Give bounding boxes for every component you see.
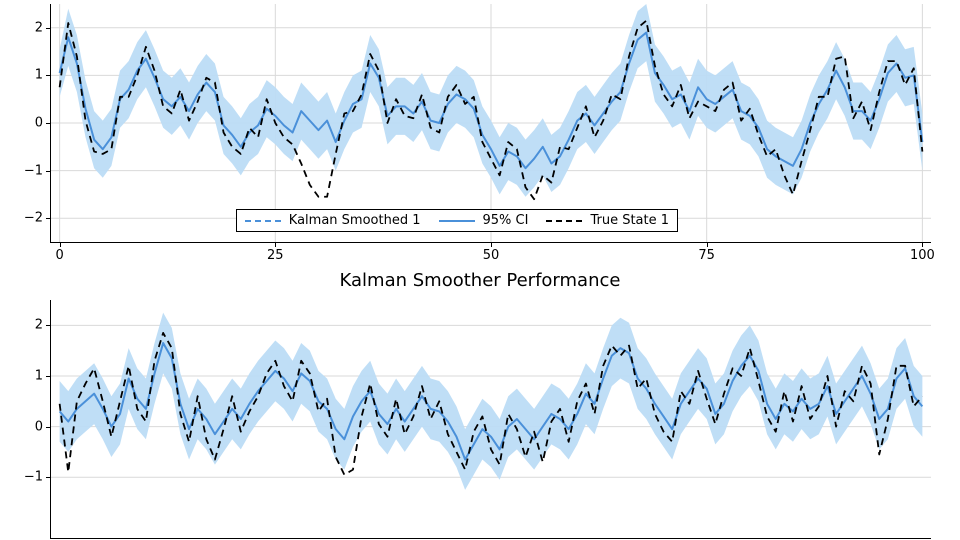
ci-band — [60, 313, 923, 490]
ytick-label: 1 — [35, 368, 43, 383]
legend-label: Kalman Smoothed 1 — [289, 213, 421, 228]
legend-item-true: True State 1 — [546, 213, 669, 228]
ytick-label: 0 — [35, 419, 43, 434]
xtick-label: 50 — [483, 248, 500, 263]
chart-panel-1: Kalman Smoothed 1 95% CI True State 1 −2… — [50, 4, 931, 243]
legend-swatch-ci — [439, 220, 475, 222]
xtick-label: 100 — [910, 248, 935, 263]
ytick-label: −1 — [24, 163, 43, 178]
legend-label: True State 1 — [590, 213, 669, 228]
xtick-label: 0 — [55, 248, 63, 263]
xtick-label: 75 — [698, 248, 715, 263]
chart-svg-1 — [51, 4, 931, 242]
ytick-label: 0 — [35, 116, 43, 131]
ytick-label: 2 — [35, 318, 43, 333]
legend-swatch-smoothed — [245, 220, 281, 222]
chart-panel-2: −1012 — [50, 300, 931, 539]
ytick-label: −1 — [24, 470, 43, 485]
figure: Kalman Smoothed 1 95% CI True State 1 −2… — [0, 0, 960, 540]
legend-item-smoothed: Kalman Smoothed 1 — [245, 213, 421, 228]
chart-svg-2 — [51, 300, 931, 538]
figure-title: Kalman Smoother Performance — [0, 270, 960, 291]
ytick-label: 1 — [35, 68, 43, 83]
legend-swatch-true — [546, 220, 582, 222]
legend-item-ci: 95% CI — [439, 213, 529, 228]
legend: Kalman Smoothed 1 95% CI True State 1 — [236, 209, 678, 232]
ytick-label: 2 — [35, 20, 43, 35]
xtick-label: 25 — [267, 248, 284, 263]
ytick-label: −2 — [24, 211, 43, 226]
legend-label: 95% CI — [483, 213, 529, 228]
